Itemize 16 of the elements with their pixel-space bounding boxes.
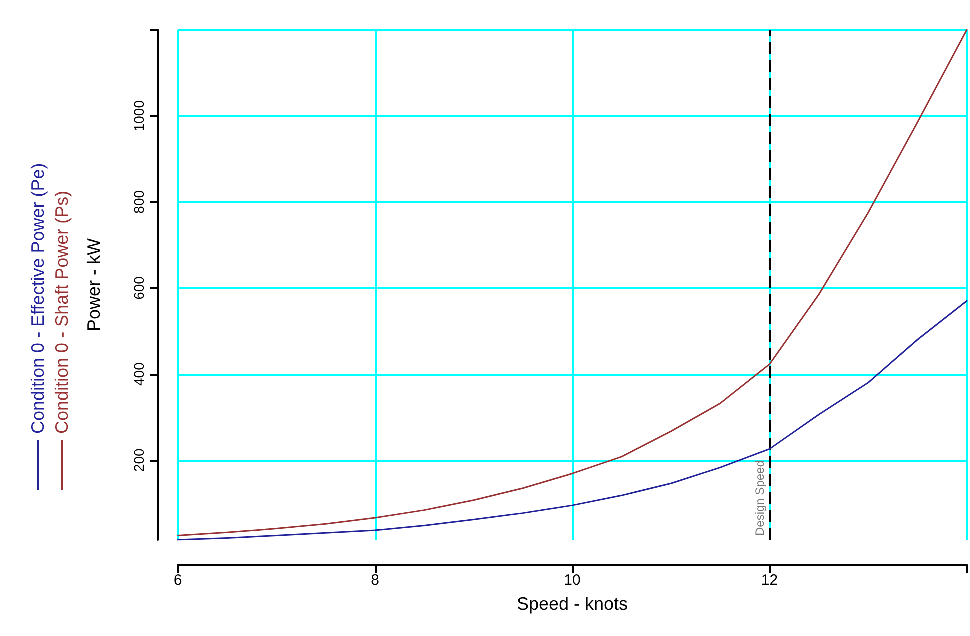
line-series [177,29,968,536]
x-axis-title: Speed - knots [516,594,628,614]
y-tick-label: 400 [131,362,147,386]
y-tick-label: 1000 [131,100,147,132]
y-tick-label: 600 [131,276,147,300]
x-tick-label: 12 [761,572,778,589]
x-tick-label: 8 [371,572,380,589]
y-tick-label: 800 [131,190,147,214]
y-tick-label: 200 [131,448,147,472]
text: Condition 0 - Shaft Power (Ps) [52,190,72,434]
x-tick-label: 10 [564,572,581,589]
y-axis-title: Power - kW [84,238,104,332]
ref-line-label: Design Speed [752,460,767,536]
text: Condition 0 - Effective Power (Pe) [28,163,48,434]
line-series [177,300,968,541]
x-tick-label: 6 [174,572,182,589]
